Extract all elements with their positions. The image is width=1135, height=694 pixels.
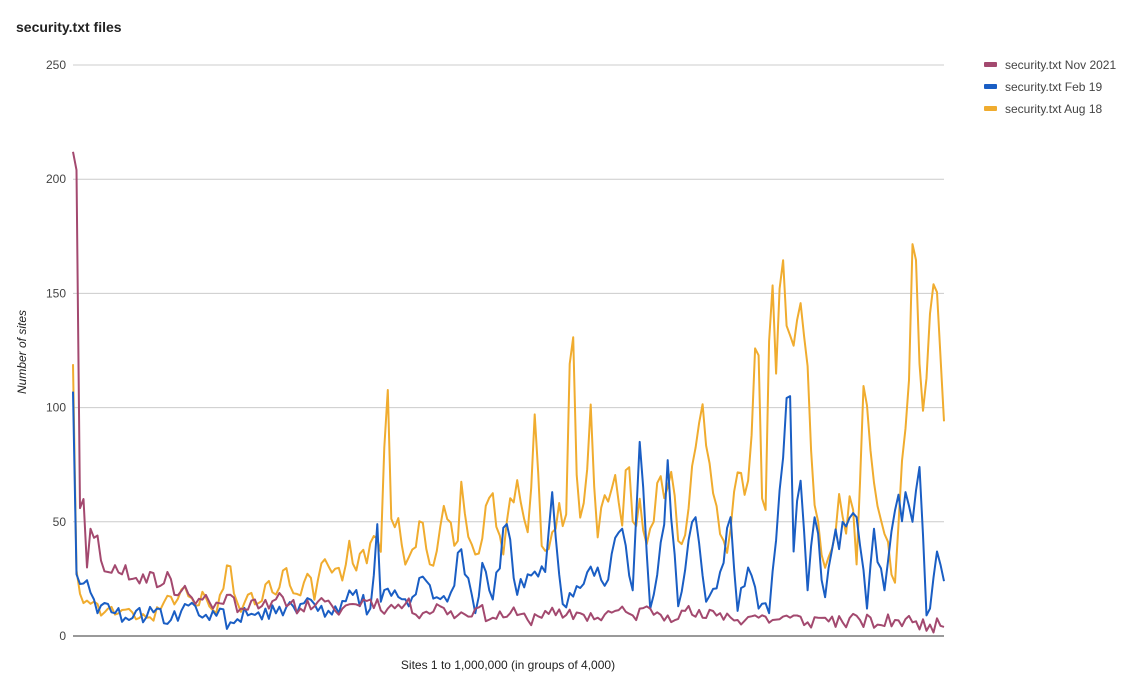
series-line (72, 151, 945, 634)
legend-swatch (984, 84, 997, 89)
legend-label: security.txt Feb 19 (1005, 80, 1102, 94)
x-axis-title: Sites 1 to 1,000,000 (in groups of 4,000… (401, 658, 615, 672)
legend-label: security.txt Nov 2021 (1005, 58, 1116, 72)
legend-swatch (984, 106, 997, 111)
y-tick-label: 250 (46, 58, 66, 72)
y-tick-label: 200 (46, 172, 66, 186)
chart-title: security.txt files (16, 19, 122, 35)
y-tick-label: 50 (53, 515, 67, 529)
y-tick-label: 100 (46, 401, 66, 415)
y-tick-labels: 0 50 100 150 200 250 (46, 58, 66, 643)
grid-lines (73, 64, 944, 637)
legend: security.txt Nov 2021 security.txt Feb 19… (984, 58, 1116, 116)
y-tick-label: 0 (59, 629, 66, 643)
y-axis-title: Number of sites (15, 310, 29, 394)
y-tick-label: 150 (46, 286, 66, 300)
series-line (72, 391, 945, 630)
legend-label: security.txt Aug 18 (1005, 102, 1102, 116)
series-lines (72, 151, 945, 634)
series-line (72, 243, 945, 622)
legend-swatch (984, 62, 997, 67)
